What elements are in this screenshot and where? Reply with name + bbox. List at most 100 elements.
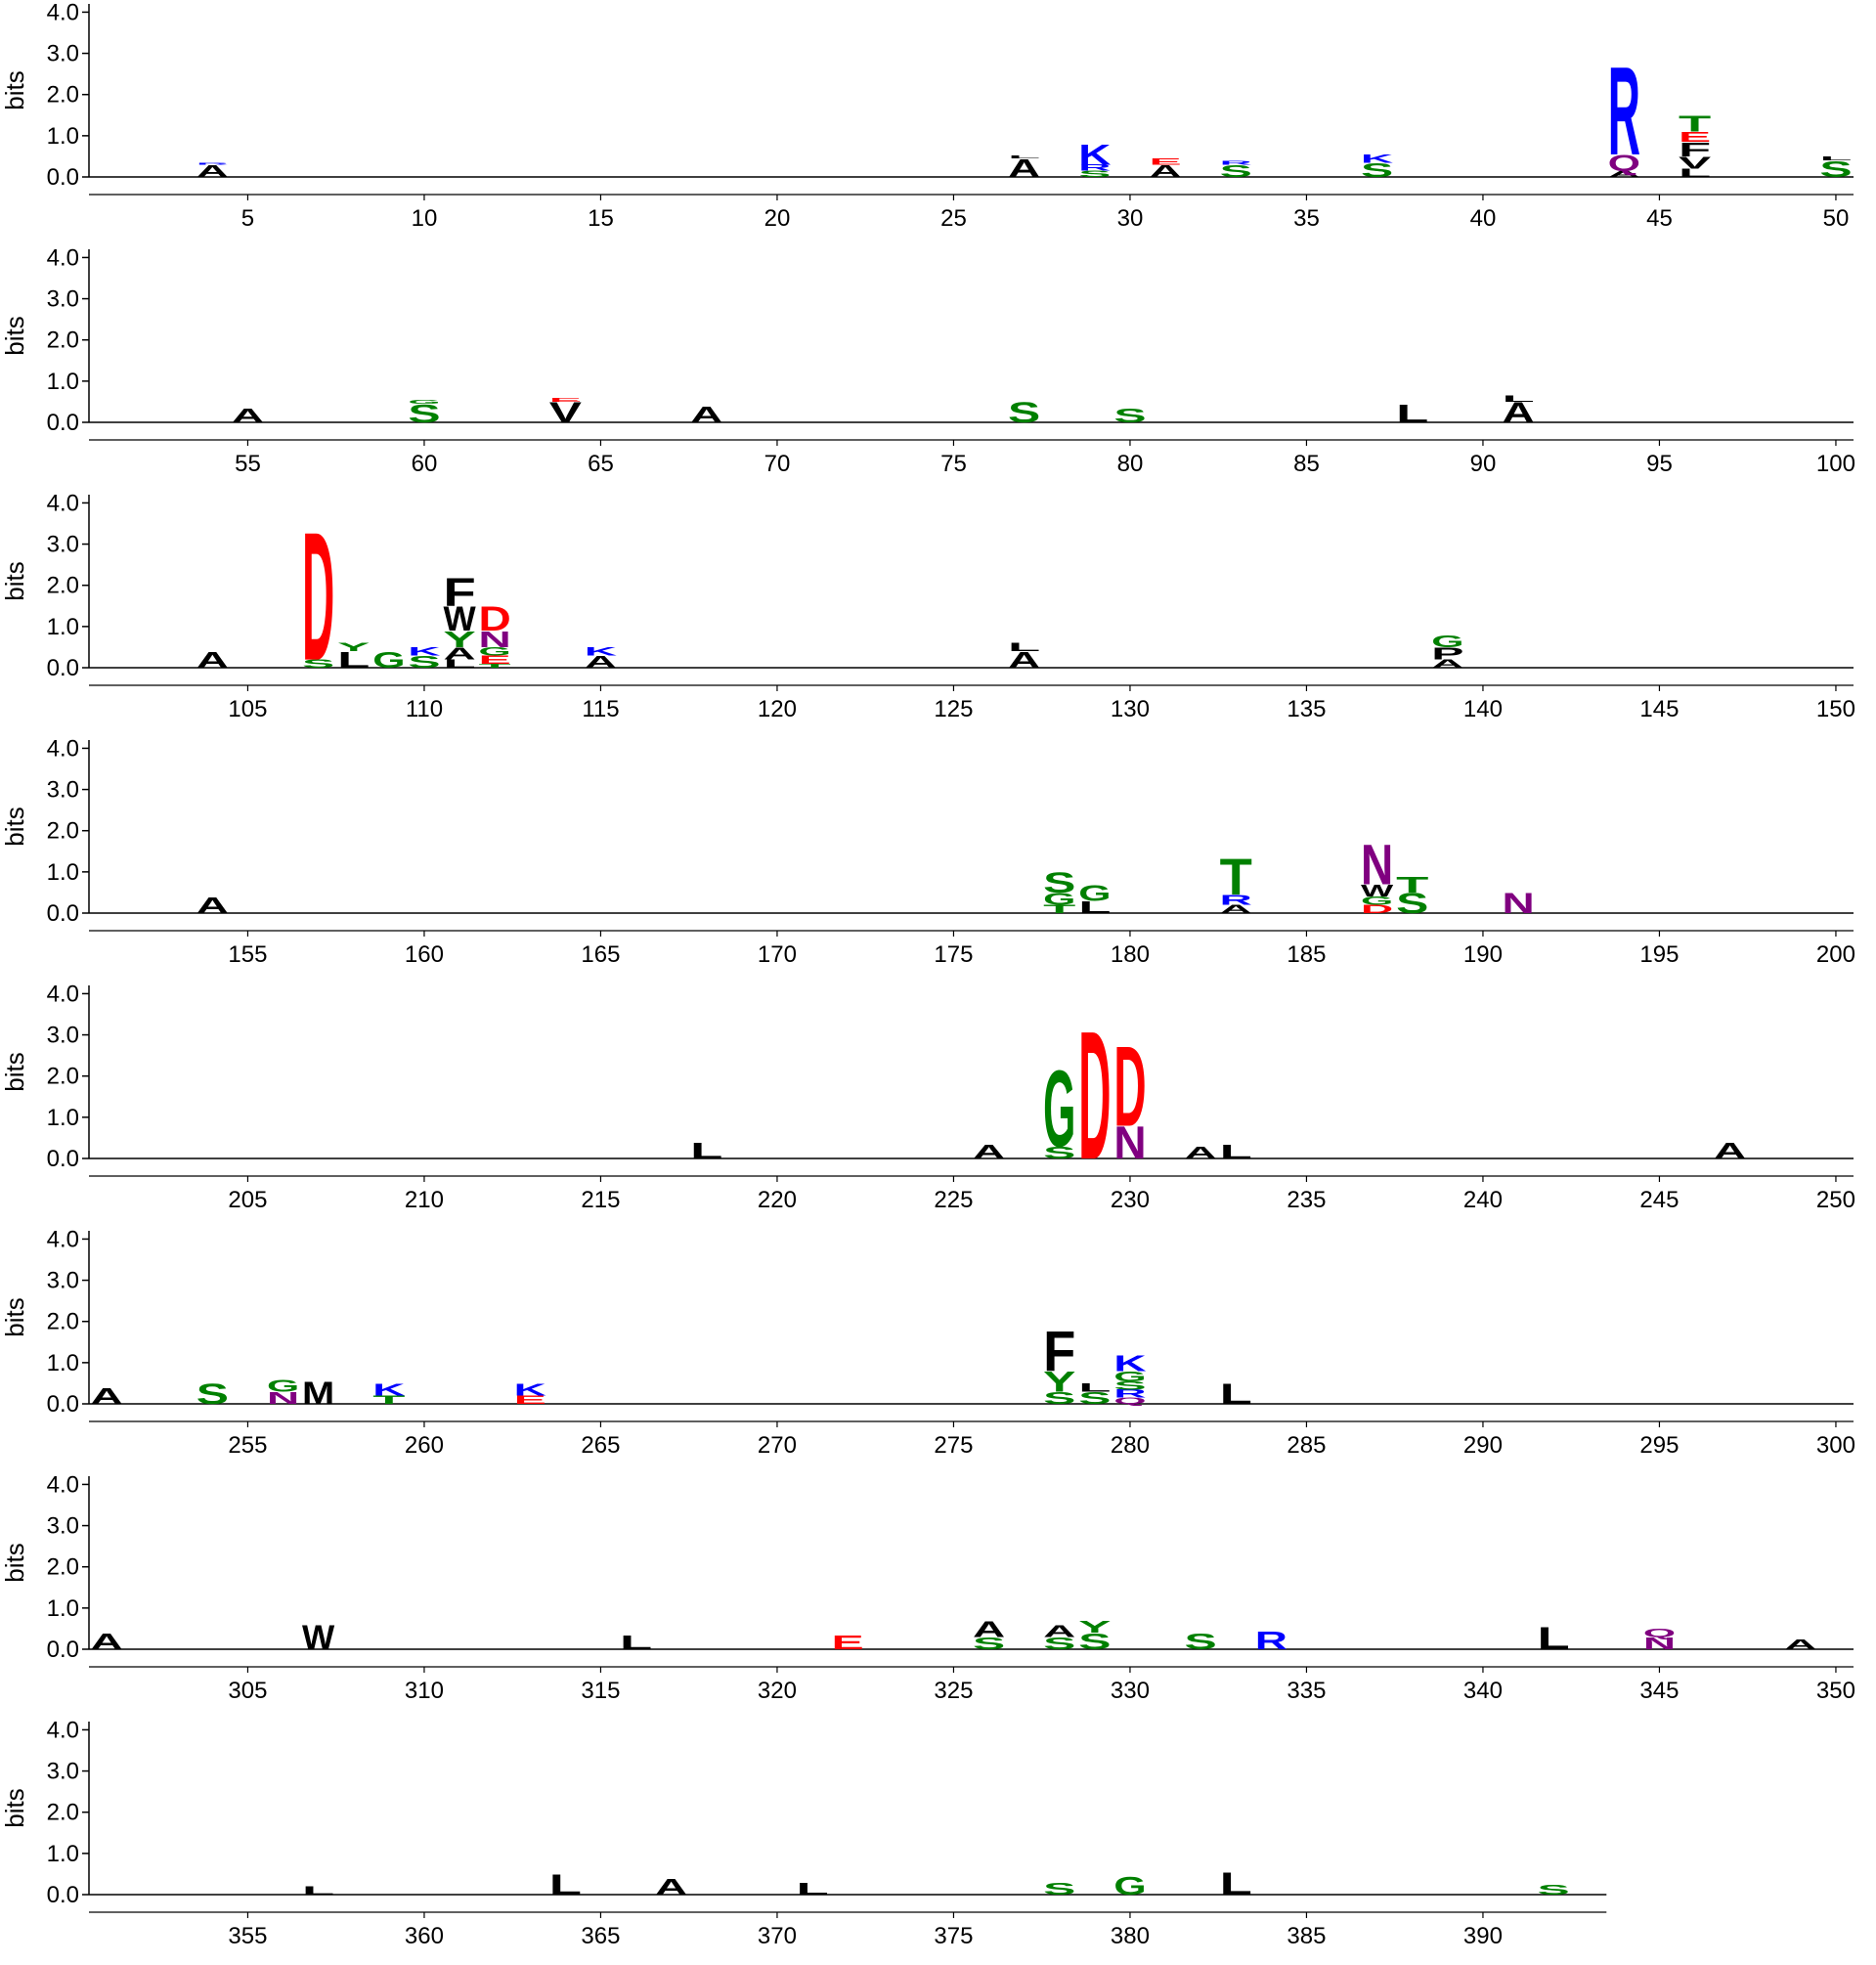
y-axis-label: bits [0, 807, 29, 846]
y-tick-label: 1.0 [47, 369, 79, 395]
x-tick-label: 335 [1287, 1678, 1326, 1704]
logo-letter: W [302, 1618, 335, 1657]
logo-letter: R [1220, 159, 1252, 166]
logo-letter: V [1679, 153, 1711, 173]
logo-letter: D [1113, 1022, 1146, 1150]
x-tick-label: 350 [1816, 1678, 1855, 1704]
logo-letter: A [196, 893, 229, 918]
logo-letter: Y [337, 641, 370, 654]
x-tick-label: 150 [1816, 696, 1855, 722]
y-tick-label: 4.0 [47, 735, 79, 762]
logo-letter: S [1043, 1879, 1075, 1899]
logo-letter: Y [1078, 1617, 1111, 1637]
logo-letter: G [372, 647, 405, 673]
logo-letter: A [1220, 903, 1252, 916]
logo-letter: A [973, 1141, 1005, 1163]
x-tick-label: 360 [405, 1923, 444, 1949]
logo-letter: Q [1643, 1627, 1676, 1639]
logo-letter: T [1220, 849, 1253, 906]
logo-letter: W [443, 599, 476, 638]
logo-panel: 0.0 1.0 2.0 3.0 4.0 bits 255 260 265 270 275 280 285… [0, 1226, 1855, 1459]
logo-letter: Y [443, 627, 475, 652]
logo-letter: G [1431, 632, 1463, 651]
logo-letter: L [302, 1885, 334, 1898]
logo-panel: 0.0 1.0 2.0 3.0 4.0 bits 305 310 315 320 325 330 335… [0, 1471, 1855, 1704]
logo-letter: A [690, 402, 722, 427]
logo-letter: L [1008, 641, 1040, 654]
y-tick-label: 2.0 [47, 1800, 79, 1826]
logo-letter: S [1538, 1882, 1570, 1898]
y-tick-label: 2.0 [47, 1554, 79, 1581]
x-tick-label: 125 [934, 696, 973, 722]
logo-letter: E [1679, 129, 1711, 145]
x-tick-label: 110 [406, 696, 443, 722]
logo-letter: S [1008, 397, 1040, 429]
x-tick-label: 160 [405, 941, 444, 968]
logo-letter: G [479, 645, 511, 658]
logo-letter: E [479, 654, 511, 667]
x-tick-label: 385 [1287, 1923, 1326, 1949]
x-tick-label: 240 [1463, 1187, 1503, 1213]
logo-letter: S [1361, 159, 1393, 182]
x-tick-label: 315 [581, 1678, 620, 1704]
x-tick-label: 290 [1463, 1432, 1503, 1459]
logo-letter: K [1078, 139, 1112, 171]
logo-letter: N [267, 1388, 299, 1408]
x-tick-label: 170 [758, 941, 797, 968]
logo-letter: A [973, 1616, 1005, 1641]
y-tick-label: 0.0 [47, 1882, 79, 1908]
x-tick-label: 255 [228, 1432, 267, 1459]
logo-letter: A [585, 652, 617, 672]
y-axis-label: bits [0, 1297, 29, 1336]
x-tick-label: 215 [581, 1187, 620, 1213]
logo-letter: E [1149, 157, 1181, 167]
x-tick-label: 190 [1463, 941, 1503, 968]
logo-letter: L [1008, 154, 1040, 159]
x-tick-label: 165 [581, 941, 620, 968]
logo-letter: A [443, 644, 475, 664]
logo-letter: S [973, 1634, 1005, 1653]
y-tick-label: 0.0 [47, 655, 79, 681]
x-tick-label: 340 [1463, 1678, 1503, 1704]
logo-letter: A [90, 1383, 122, 1409]
logo-letter: A [1714, 1138, 1746, 1163]
logo-letter: A [1608, 169, 1640, 179]
x-tick-label: 135 [1287, 696, 1326, 722]
x-tick-label: 185 [1287, 941, 1326, 968]
y-tick-label: 1.0 [47, 1105, 79, 1131]
logo-letter: P [1431, 644, 1463, 664]
x-tick-label: 50 [1823, 205, 1850, 232]
logo-letter: A [1008, 154, 1040, 184]
logo-letter: K [408, 645, 440, 658]
logo-letter: L [337, 647, 370, 673]
y-tick-label: 2.0 [47, 1309, 79, 1335]
logo-letter: A [232, 405, 264, 427]
y-tick-label: 2.0 [47, 328, 79, 354]
x-tick-label: 370 [758, 1923, 797, 1949]
logo-letter: A [1784, 1637, 1816, 1652]
logo-letter: R [1078, 163, 1111, 173]
x-tick-label: 140 [1463, 696, 1503, 722]
logo-panel: 0.0 1.0 2.0 3.0 4.0 bits 105 110 115 120 125 130 135… [0, 490, 1855, 722]
y-tick-label: 2.0 [47, 818, 79, 845]
y-tick-label: 4.0 [47, 1471, 79, 1498]
logo-letter: Y [1043, 1366, 1075, 1398]
x-tick-label: 10 [412, 205, 438, 232]
x-tick-label: 40 [1470, 205, 1497, 232]
logo-letter: N [479, 627, 511, 652]
x-tick-label: 295 [1639, 1432, 1679, 1459]
y-tick-label: 0.0 [47, 1146, 79, 1172]
y-axis-label: bits [0, 1788, 29, 1827]
x-tick-label: 120 [758, 696, 797, 722]
x-tick-label: 195 [1639, 941, 1679, 968]
logo-letter: S [1043, 1388, 1075, 1408]
x-tick-label: 95 [1646, 451, 1673, 477]
y-axis-label: bits [0, 316, 29, 355]
y-axis-label: bits [0, 1543, 29, 1582]
logo-letter: Q [1113, 1396, 1146, 1406]
logo-letter: W [1361, 881, 1393, 900]
x-tick-label: 355 [228, 1923, 267, 1949]
x-tick-label: 180 [1111, 941, 1150, 968]
logo-letter: Q [1608, 150, 1640, 175]
